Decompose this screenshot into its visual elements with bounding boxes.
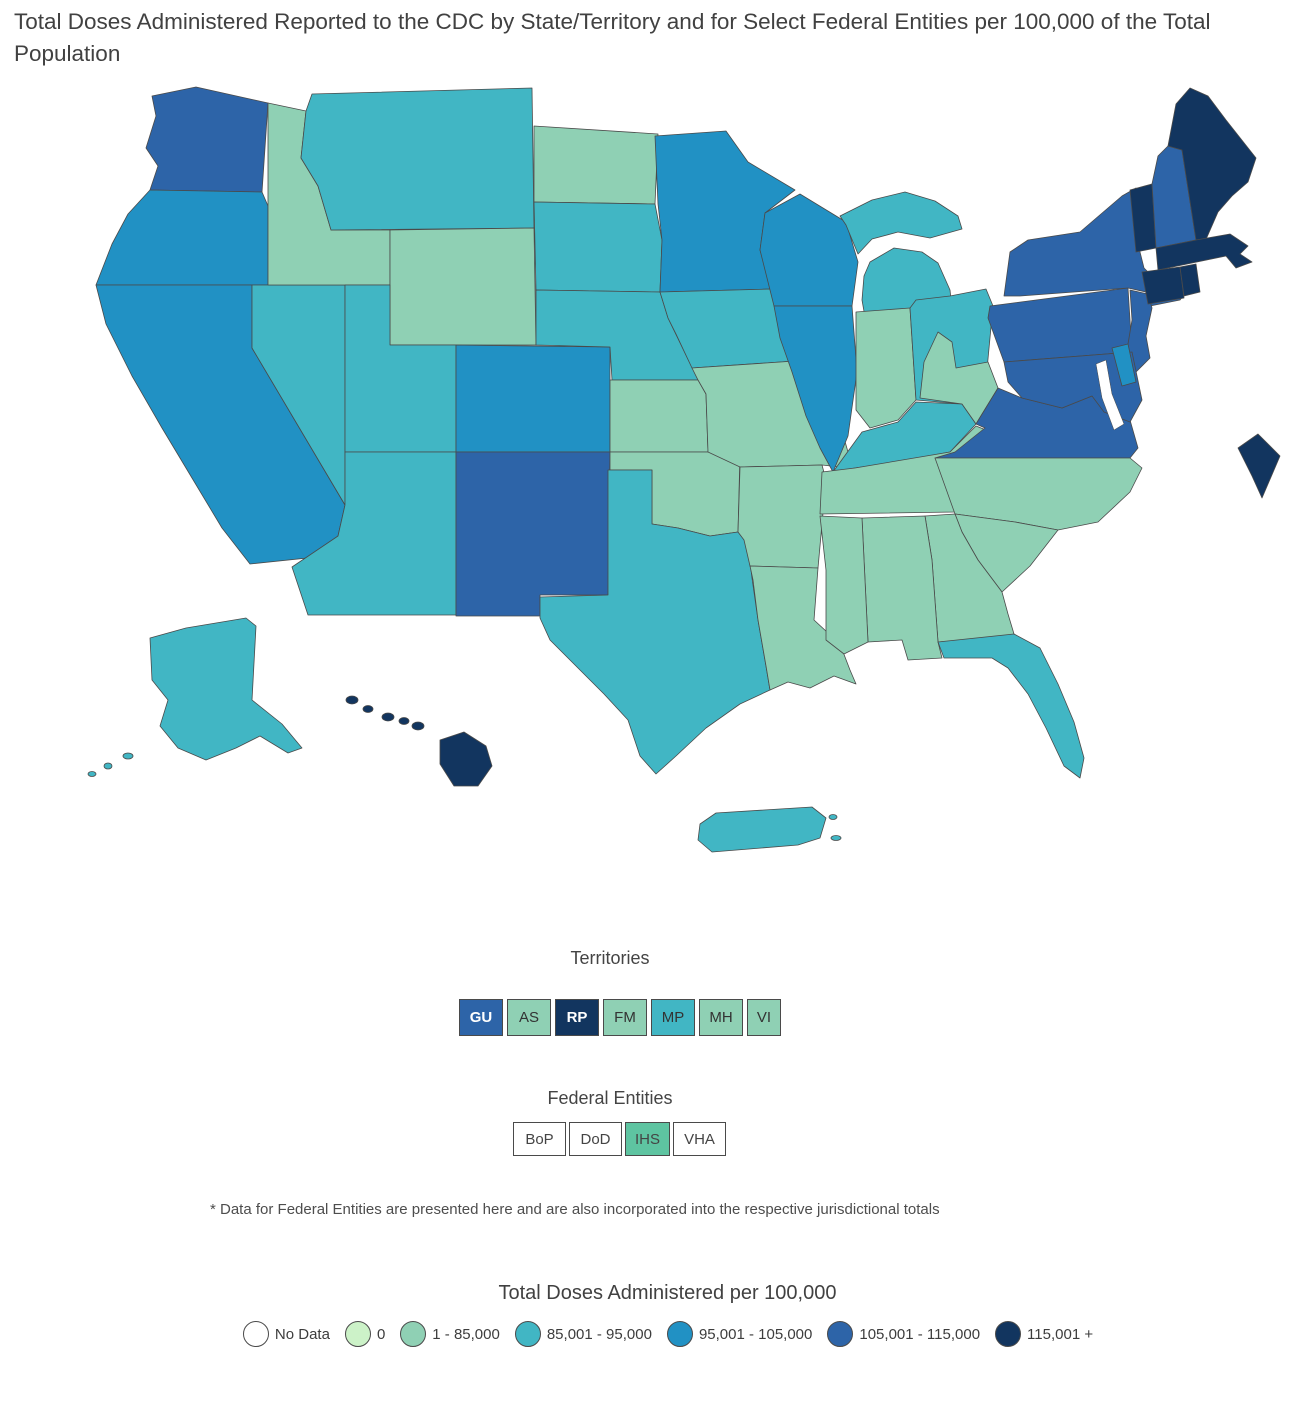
state-AL[interactable] [861,515,943,661]
territory-box-as[interactable]: AS [507,999,551,1036]
federal-box-bop[interactable]: BoP [513,1122,566,1156]
state-MA[interactable] [1155,233,1253,271]
federal-box-vha[interactable]: VHA [673,1122,726,1156]
state-OR[interactable] [95,189,269,286]
territories-heading: Territories [570,948,650,968]
state-HI[interactable] [345,695,493,787]
territories-row: GU AS RP FM MP MH VI [459,999,781,1036]
state-CT[interactable] [1141,266,1185,305]
legend-swatch-95-105k [666,1321,693,1347]
territory-box-mh[interactable]: MH [699,999,743,1036]
state-WV[interactable] [919,331,999,425]
state-CO[interactable] [455,344,611,453]
state-AR[interactable] [737,464,827,569]
state-DE[interactable] [1111,343,1137,387]
federal-entities-heading: Federal Entities [547,1088,673,1108]
territory-box-gu[interactable]: GU [459,999,503,1036]
territory-box-vi[interactable]: VI [747,999,781,1036]
legend-label: 115,001 + [1027,1325,1094,1343]
state-IN[interactable] [855,307,917,429]
state-PA[interactable] [987,287,1133,363]
state-WY[interactable] [389,227,537,346]
state-NM[interactable] [455,451,611,617]
legend-label: 105,001 - 115,000 [859,1325,981,1343]
legend-item-no-data: No Data [242,1321,330,1347]
state-TN[interactable] [819,425,987,515]
legend-swatch-zero [344,1321,371,1347]
legend-swatch-1-85k [400,1321,427,1347]
state-WA[interactable] [145,86,269,193]
state-MI-upper[interactable] [839,191,963,255]
state-RI[interactable] [1179,263,1201,297]
state-AK[interactable] [87,617,303,777]
legend-item-zero: 0 [344,1321,386,1347]
federal-entities-row: BoP DoD IHS VHA [513,1122,726,1156]
legend-swatch-105-115k [827,1321,854,1347]
legend-item-115k-plus: 115,001 + [995,1321,1093,1347]
legend-swatch-115k-plus [995,1321,1022,1347]
us-choropleth-map [87,86,1281,853]
state-MT[interactable] [300,87,535,231]
state-SD[interactable] [533,201,663,293]
legend-label: 1 - 85,000 [432,1325,500,1343]
state-IL[interactable] [773,305,858,473]
chesapeake-bay-water [1095,359,1125,431]
state-VA[interactable] [934,387,1139,459]
federal-box-dod[interactable]: DoD [569,1122,622,1156]
state-DC-callout[interactable] [1237,433,1281,499]
state-KS[interactable] [609,379,709,453]
legend-item-1-85k: 1 - 85,000 [400,1321,500,1347]
legend-label: 95,001 - 105,000 [698,1325,813,1343]
states-layer [87,86,1281,853]
legend-title: Total Doses Administered per 100,000 [498,1282,837,1304]
state-PR[interactable] [697,806,842,853]
state-TX[interactable] [539,469,771,775]
territory-box-fm[interactable]: FM [603,999,647,1036]
state-MS[interactable] [819,515,869,655]
legend-item-85-95k: 85,001 - 95,000 [514,1321,652,1347]
state-FL[interactable] [937,633,1085,779]
federal-entities-footnote: * Data for Federal Entities are presente… [210,1201,940,1218]
legend: No Data 0 1 - 85,000 85,001 - 95,000 95,… [0,1321,1305,1347]
legend-swatch-85-95k [514,1321,541,1347]
state-WI[interactable] [759,193,859,307]
state-ND[interactable] [533,125,659,205]
page-title: Total Doses Administered Reported to the… [14,9,1211,66]
legend-swatch-no-data [242,1321,269,1347]
territory-box-mp[interactable]: MP [651,999,695,1036]
territory-box-rp[interactable]: RP [555,999,599,1036]
legend-label: 0 [376,1325,386,1343]
legend-label: No Data [274,1325,330,1343]
state-LA[interactable] [749,565,857,691]
federal-box-ihs[interactable]: IHS [625,1122,670,1156]
legend-item-95-105k: 95,001 - 105,000 [666,1321,813,1347]
legend-item-105-115k: 105,001 - 115,000 [827,1321,980,1347]
legend-label: 85,001 - 95,000 [546,1325,652,1343]
